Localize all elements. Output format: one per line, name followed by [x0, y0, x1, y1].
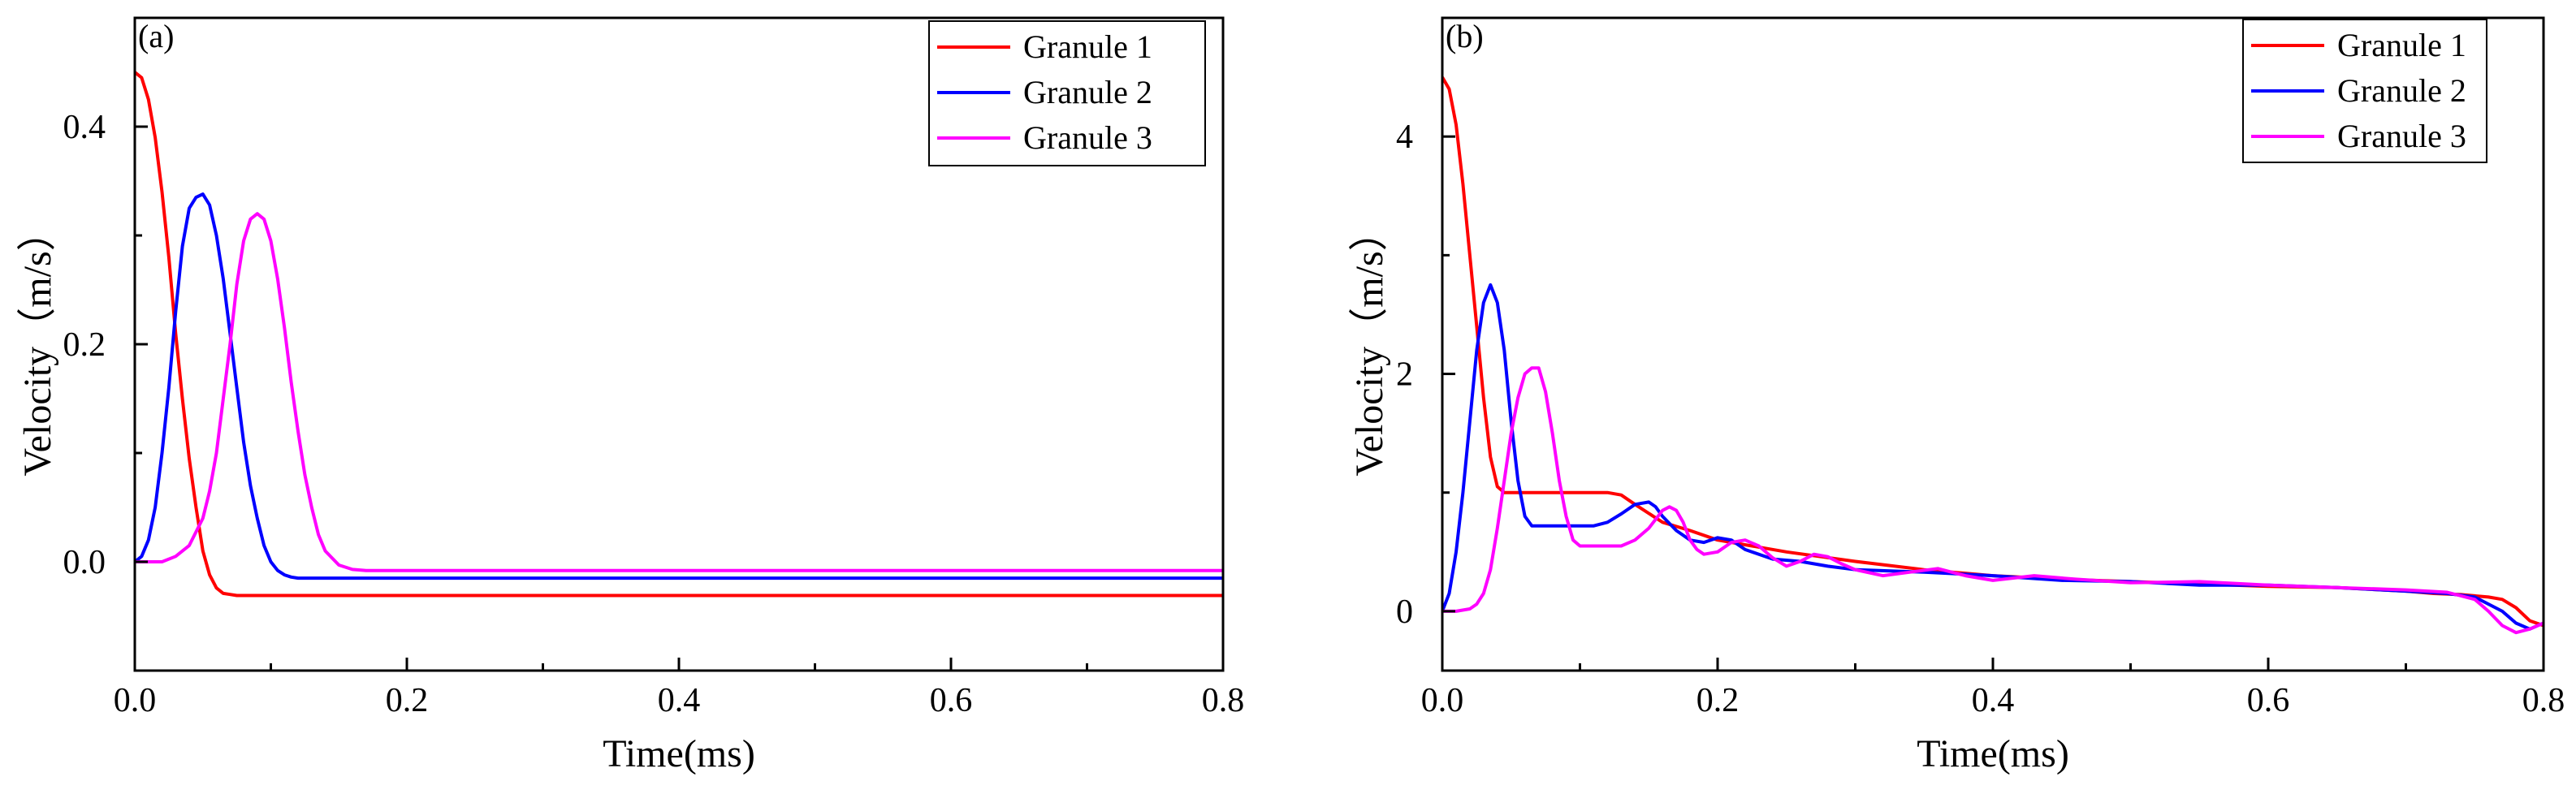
x-axis-title: Time(ms) [1917, 732, 2069, 775]
x-tick-label: 0.8 [1202, 682, 1245, 719]
chart-panel-a: 0.0 0.2 0.4 0.6 0.8 0.0 0.2 0.4 Time(ms) Velocity… [16, 16, 1245, 775]
x-tick-label: 0.2 [1696, 682, 1740, 719]
legend-label: Granule 1 [1023, 28, 1152, 65]
y-tick-label: 0.4 [63, 109, 106, 146]
legend-label: Granule 3 [1023, 119, 1152, 156]
x-tick-label: 0.8 [2522, 682, 2565, 719]
y-axis-title: Velocity（m/s） [16, 212, 59, 476]
x-tick-label: 0.4 [658, 682, 701, 719]
x-tick-label: 0.6 [930, 682, 973, 719]
series-line-granule-3 [135, 212, 1223, 572]
y-tick-label: 0 [1396, 593, 1413, 631]
y-axis-title: Velocity（m/s） [1348, 212, 1391, 476]
x-tick-label: 0.0 [1421, 682, 1464, 719]
legend-label: Granule 1 [2337, 27, 2466, 63]
legend: Granule 1 Granule 2 Granule 3 [2242, 19, 2487, 163]
series-line-granule-1 [135, 71, 1223, 598]
panel-label: (b) [1446, 18, 1484, 54]
y-tick-label: 0.0 [63, 544, 106, 581]
y-tick-label: 4 [1396, 119, 1413, 156]
series-group [1442, 76, 2544, 635]
x-axis-title: Time(ms) [603, 732, 755, 775]
panel-label: (a) [138, 18, 174, 54]
y-tick-label: 0.2 [63, 326, 106, 364]
x-tick-label: 0.6 [2247, 682, 2290, 719]
legend: Granule 1 Granule 2 Granule 3 [928, 20, 1206, 166]
legend-label: Granule 3 [2337, 118, 2466, 154]
legend-label: Granule 2 [1023, 74, 1152, 110]
y-tick-label: 2 [1396, 356, 1413, 394]
series-line-granule-3 [1442, 366, 2544, 635]
series-group [135, 71, 1223, 598]
series-line-granule-2 [1442, 283, 2544, 631]
x-tick-label: 0.2 [386, 682, 429, 719]
x-tick-label: 0.4 [1972, 682, 2015, 719]
series-line-granule-2 [135, 192, 1223, 580]
chart-panel-b: 0.0 0.2 0.4 0.6 0.8 0 2 4 Time(ms) Velocity（m/s） (… [1348, 16, 2565, 775]
x-tick-label: 0.0 [114, 682, 157, 719]
legend-label: Granule 2 [2337, 72, 2466, 109]
